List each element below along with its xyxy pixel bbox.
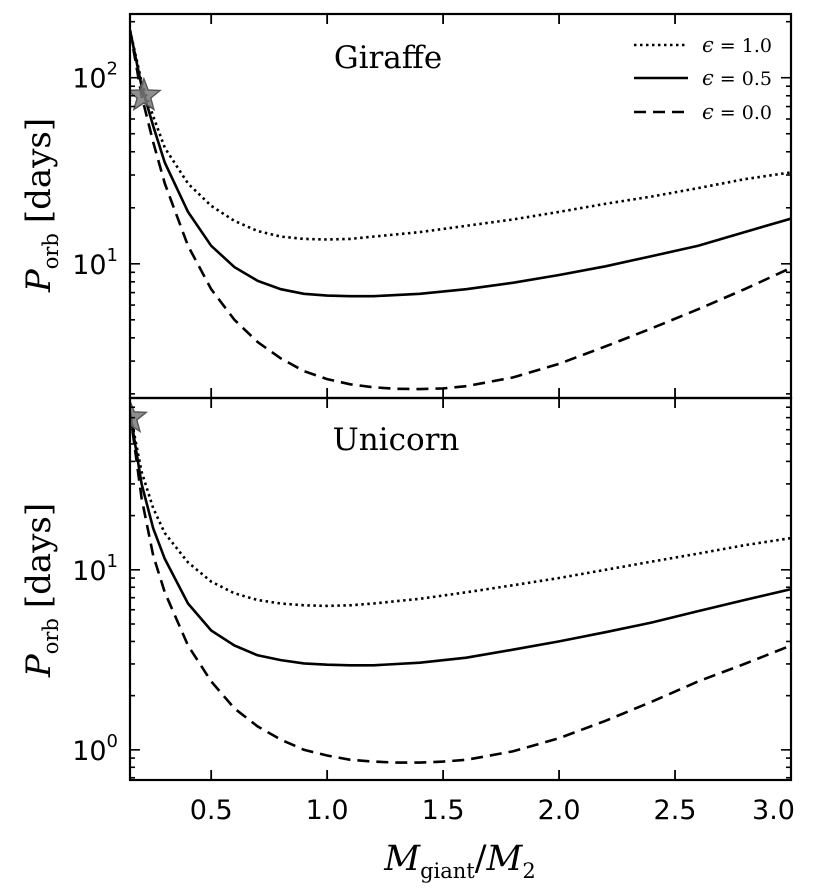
- x-axis-label: Mgiant/M2: [383, 839, 536, 883]
- y-tick-label: 102: [72, 59, 118, 95]
- series-line-dotted: [130, 29, 791, 241]
- y-tick-label: 101: [72, 245, 118, 281]
- bottom-y-axis-label: Porb[days]: [19, 503, 63, 678]
- top-y-axis-label: Porb[days]: [19, 118, 63, 293]
- top-panel: Giraffe ϵ = 1.0 ϵ = 0.5 ϵ = 0.0 Porb[day…: [19, 12, 793, 400]
- bottom-panel-title: Unicorn: [333, 422, 460, 458]
- legend-label-eps-05: ϵ = 0.5: [702, 66, 772, 90]
- legend: ϵ = 1.0 ϵ = 0.5 ϵ = 0.0: [634, 33, 772, 124]
- x-tick-label: 2.0: [538, 795, 581, 826]
- series-line-solid: [130, 29, 791, 298]
- top-panel-title: Giraffe: [334, 40, 442, 76]
- x-tick-label: 3.0: [752, 795, 795, 826]
- star-marker: [130, 76, 162, 112]
- x-tick-label: 2.5: [654, 795, 697, 826]
- x-tick-label: 1.5: [422, 795, 465, 826]
- series-line-solid: [130, 412, 791, 667]
- y-tick-label: 101: [72, 551, 118, 587]
- bottom-panel: Unicorn Porb[days] Mgiant/M2 100 101 0.5 1.…: [19, 396, 795, 883]
- legend-label-eps-0: ϵ = 0.0: [702, 100, 772, 124]
- x-tick-label: 0.5: [190, 795, 233, 826]
- legend-label-eps-1: ϵ = 1.0: [702, 33, 772, 57]
- axes-frame: [128, 12, 793, 400]
- series-line-dotted: [130, 412, 791, 608]
- axes-frame: [128, 396, 793, 782]
- star-marker: [130, 398, 149, 433]
- y-tick-label: 100: [72, 731, 118, 767]
- series-line-dashed: [130, 29, 791, 391]
- series-line-dashed: [130, 412, 791, 764]
- x-tick-label: 1.0: [306, 795, 349, 826]
